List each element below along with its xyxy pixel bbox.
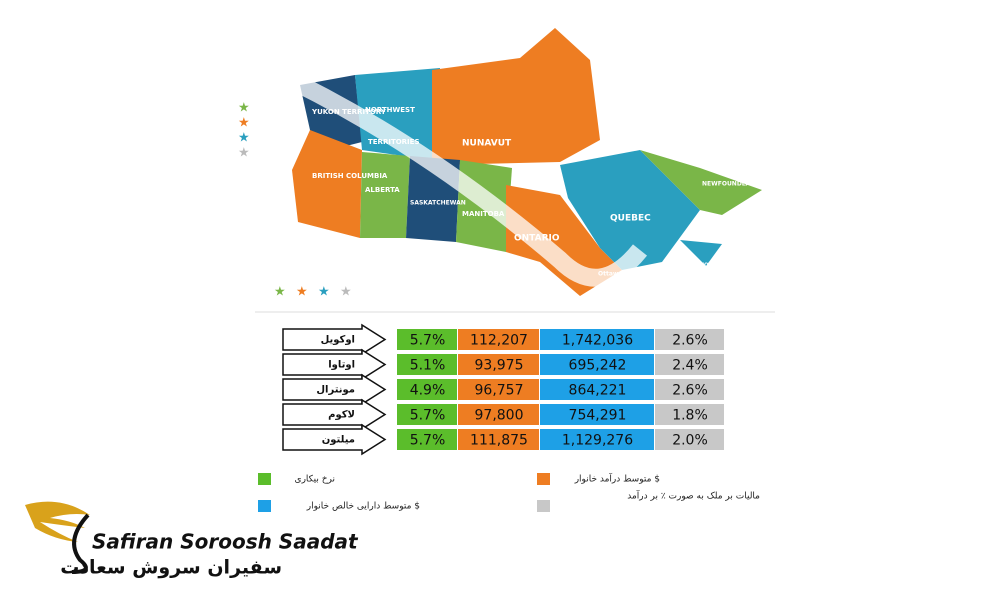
cell-bg <box>540 404 654 425</box>
map-label: QUEBEC <box>610 214 651 224</box>
legend-swatch <box>537 500 550 512</box>
logo-bird <box>71 513 90 574</box>
logo-latin: Safiran Soroosh Saadat <box>92 530 359 554</box>
cell: 2.0% <box>672 433 708 449</box>
star: ★ <box>238 131 250 146</box>
city-name: مونترال <box>316 385 355 396</box>
city-name: اوکویل <box>321 335 355 346</box>
logo-persian: سفیران سروش سعادت <box>60 557 282 579</box>
cell-bg <box>458 404 539 425</box>
cell-bg <box>397 404 457 425</box>
cell: 1,129,276 <box>562 433 633 449</box>
cell: 4.9% <box>410 383 446 399</box>
city-name: میلتون <box>322 435 355 446</box>
map-label: NEWFOUNDLAND <box>702 181 760 188</box>
cell-bg <box>397 354 457 375</box>
cell-bg <box>397 379 457 400</box>
cell: 2.6% <box>672 333 708 349</box>
cell: 112,207 <box>470 333 528 349</box>
legend-swatch <box>258 473 271 485</box>
legend-swatch <box>258 500 271 512</box>
cell-bg <box>458 379 539 400</box>
british-columbia <box>292 130 362 238</box>
cell-bg <box>458 354 539 375</box>
logo-wing <box>25 501 90 542</box>
legend: نرخ بیکاری متوسط درآمد خانوار $ متوسط دارا… <box>258 473 760 512</box>
cell-bg <box>655 354 724 375</box>
cell-bg <box>397 429 457 450</box>
arrow <box>282 423 387 456</box>
cell: 1.8% <box>672 408 708 424</box>
cell: 5.7% <box>410 408 446 424</box>
map: YUKON TERRITORY NORTHWEST TERRITORIES NU… <box>266 28 762 296</box>
map-label: NORTHWEST <box>365 106 415 114</box>
cell-bg <box>540 354 654 375</box>
legend-label: مالیات بر ملک به صورت ٪ بر درآمد <box>627 490 760 502</box>
nunavut <box>432 28 600 165</box>
stars: ★ ★ ★ ★ ★ ★ ★ ★ <box>238 101 352 300</box>
cell: 5.7% <box>410 333 446 349</box>
cell-bg <box>397 329 457 350</box>
cell-bg <box>655 404 724 425</box>
cell: 96,757 <box>475 383 524 399</box>
ontario <box>506 185 622 296</box>
legend-label: نرخ بیکاری <box>295 475 335 485</box>
legend-label: متوسط درآمد خانوار $ <box>574 473 660 485</box>
nova-scotia <box>680 240 722 266</box>
legend-swatch <box>537 473 550 485</box>
city-name: اوتاوا <box>328 360 355 371</box>
quebec <box>560 150 700 270</box>
map-label: ONTARIO <box>514 234 560 244</box>
cell: 754,291 <box>569 408 627 424</box>
map-label: SASKATCHEWAN <box>410 200 466 207</box>
map-label: Ottawa <box>598 271 622 278</box>
star: ★ <box>274 285 286 300</box>
map-label: ALBERTA <box>365 186 400 194</box>
map-label: TERRITORIES <box>368 138 420 146</box>
cell-bg <box>655 329 724 350</box>
newfoundland <box>640 150 762 215</box>
cell-bg <box>655 379 724 400</box>
arrow <box>282 373 387 406</box>
cell: 1,742,036 <box>562 333 633 349</box>
map-label: YUKON TERRITORY <box>311 108 387 116</box>
cell: 864,221 <box>569 383 627 399</box>
cell-bg <box>540 379 654 400</box>
arrow <box>282 323 387 356</box>
star: ★ <box>238 101 250 116</box>
swoosh <box>266 61 648 287</box>
star: ★ <box>340 285 352 300</box>
map-label: BRITISH COLUMBIA <box>312 172 388 180</box>
cell-bg <box>655 429 724 450</box>
cell: 695,242 <box>569 358 627 374</box>
arrow <box>282 348 387 381</box>
cell-bg <box>458 329 539 350</box>
cell: 111,875 <box>470 433 528 449</box>
arrow <box>282 398 387 431</box>
cell: 2.6% <box>672 383 708 399</box>
cell-bg <box>458 429 539 450</box>
star: ★ <box>296 285 308 300</box>
cell: 93,975 <box>475 358 524 374</box>
logo: Safiran Soroosh Saadat سفیران سروش سعادت <box>25 501 359 579</box>
star: ★ <box>238 116 250 131</box>
star: ★ <box>318 285 330 300</box>
alberta <box>360 152 410 238</box>
star: ★ <box>238 146 250 161</box>
city-name: لاکوم <box>328 410 355 421</box>
map-label: NUNAVUT <box>462 139 512 149</box>
cell: 5.1% <box>410 358 446 374</box>
map-label: NOVA SCOTIA <box>700 263 738 269</box>
cell: 2.4% <box>672 358 708 374</box>
table: اوکویل 5.7% 112,207 1,742,036 2.6% اوتاوا 5.1%… <box>282 323 724 456</box>
cell: 97,800 <box>475 408 524 424</box>
legend-label: متوسط دارایی خالص خانوار $ <box>306 502 420 512</box>
cell: 5.7% <box>410 433 446 449</box>
map-label: MANITOBA <box>462 210 505 218</box>
cell-bg <box>540 429 654 450</box>
cell-bg <box>540 329 654 350</box>
